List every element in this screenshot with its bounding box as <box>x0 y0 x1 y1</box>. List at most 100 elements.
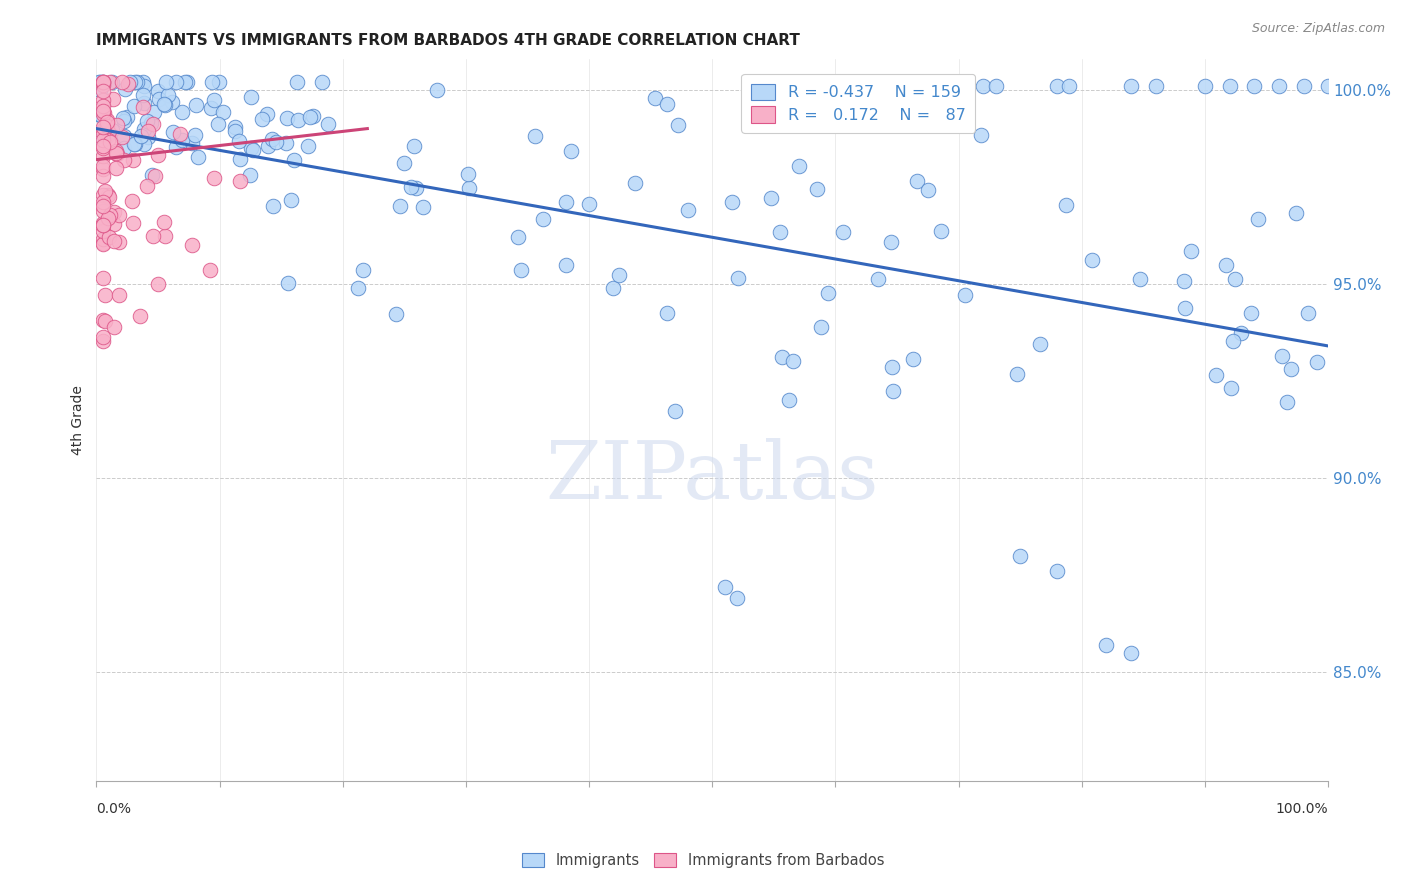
Point <box>1005 367 1028 381</box>
Point <box>531 211 554 226</box>
Point <box>817 285 839 300</box>
Point <box>1205 368 1227 382</box>
Point <box>388 199 411 213</box>
Point <box>412 200 434 214</box>
Point <box>98 135 121 149</box>
Point <box>880 235 903 250</box>
Point <box>911 78 934 93</box>
Point <box>666 118 689 132</box>
Point <box>146 277 169 292</box>
Point <box>457 181 479 195</box>
Point <box>91 188 114 202</box>
Text: ZIPatlas: ZIPatlas <box>546 439 879 516</box>
Point <box>174 75 197 89</box>
Point <box>239 168 262 182</box>
Point <box>91 271 114 285</box>
Point <box>112 153 135 167</box>
Point <box>97 126 120 140</box>
Point <box>655 96 678 111</box>
Point <box>90 75 112 89</box>
Point <box>97 133 120 147</box>
Point <box>124 137 146 152</box>
Point <box>1194 78 1216 93</box>
Point <box>882 359 904 374</box>
Point <box>152 215 174 229</box>
Point <box>578 196 600 211</box>
Point <box>972 78 994 93</box>
Point <box>98 190 121 204</box>
Point <box>162 125 184 139</box>
Point <box>132 96 155 111</box>
Point <box>806 181 828 195</box>
Point <box>91 312 114 326</box>
Point <box>141 115 163 129</box>
Point <box>184 98 207 112</box>
Point <box>122 153 145 167</box>
Point <box>117 77 139 91</box>
Point <box>759 191 782 205</box>
Legend: R = -0.437    N = 159, R =   0.172    N =   87: R = -0.437 N = 159, R = 0.172 N = 87 <box>741 74 976 133</box>
Point <box>229 152 252 166</box>
Point <box>89 133 111 147</box>
Point <box>132 87 155 102</box>
Point <box>94 314 117 328</box>
Point <box>560 145 582 159</box>
Point <box>104 146 127 161</box>
Point <box>276 112 298 126</box>
Point <box>202 171 225 186</box>
Point <box>91 330 114 344</box>
Point <box>727 270 749 285</box>
Point <box>117 110 139 124</box>
Point <box>260 131 283 145</box>
Point <box>94 184 117 198</box>
Point <box>555 258 578 272</box>
Text: 100.0%: 100.0% <box>1275 802 1329 816</box>
Point <box>112 128 135 143</box>
Point <box>96 129 118 144</box>
Point <box>131 75 153 89</box>
Point <box>242 143 264 157</box>
Point <box>91 159 114 173</box>
Point <box>184 128 207 142</box>
Point <box>602 281 624 295</box>
Point <box>782 354 804 368</box>
Point <box>108 235 131 249</box>
Point <box>96 119 118 133</box>
Point <box>101 123 124 137</box>
Point <box>104 144 127 158</box>
Point <box>134 121 156 136</box>
Point <box>91 133 114 147</box>
Point <box>169 127 191 141</box>
Point <box>97 230 120 244</box>
Point <box>276 136 298 150</box>
Point <box>91 149 114 163</box>
Point <box>929 224 952 238</box>
Point <box>91 138 114 153</box>
Point <box>122 216 145 230</box>
Point <box>655 306 678 320</box>
Point <box>347 281 370 295</box>
Point <box>155 228 177 243</box>
Point <box>262 198 284 212</box>
Point <box>111 75 134 89</box>
Point <box>607 268 630 282</box>
Point <box>91 141 114 155</box>
Point <box>91 107 114 121</box>
Point <box>212 104 235 119</box>
Point <box>162 95 184 109</box>
Point <box>91 216 114 230</box>
Point <box>405 181 427 195</box>
Point <box>94 288 117 302</box>
Point <box>1223 271 1246 285</box>
Point <box>91 218 114 232</box>
Point <box>769 225 792 239</box>
Point <box>129 128 152 143</box>
Point <box>1029 336 1052 351</box>
Point <box>1240 306 1263 320</box>
Point <box>901 351 924 366</box>
Point <box>172 133 194 147</box>
Point <box>264 136 287 150</box>
Point <box>1129 271 1152 285</box>
Point <box>91 162 114 177</box>
Point <box>426 83 449 97</box>
